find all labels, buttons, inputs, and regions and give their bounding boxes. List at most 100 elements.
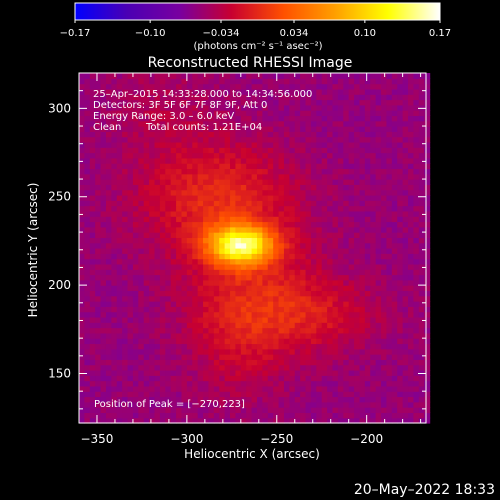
- heatmap-cell: [111, 417, 118, 424]
- heatmap-cell: [283, 226, 290, 233]
- heatmap-cell: [256, 359, 263, 366]
- heatmap-cell: [170, 157, 177, 164]
- heatmap-cell: [132, 184, 139, 191]
- heatmap-cell: [402, 210, 409, 217]
- heatmap-cell: [321, 131, 328, 138]
- heatmap-cell: [375, 205, 382, 212]
- heatmap-cell: [321, 290, 328, 297]
- heatmap-cell: [246, 279, 253, 286]
- heatmap-cell: [273, 232, 280, 238]
- heatmap-cell: [375, 232, 382, 238]
- heatmap-cell: [354, 179, 361, 185]
- heatmap-cell: [127, 396, 134, 403]
- heatmap-cell: [149, 295, 156, 302]
- heatmap-cell: [224, 136, 231, 143]
- heatmap-cell: [89, 322, 96, 329]
- heatmap-cell: [337, 364, 344, 371]
- heatmap-cell: [203, 94, 210, 101]
- heatmap-cell: [84, 332, 91, 339]
- heatmap-cell: [256, 126, 263, 132]
- heatmap-cell: [278, 189, 285, 196]
- heatmap-cell: [138, 152, 145, 159]
- heatmap-cell: [359, 380, 366, 387]
- heatmap-cell: [300, 369, 307, 376]
- heatmap-cell: [408, 401, 415, 408]
- heatmap-cell: [386, 279, 393, 286]
- heatmap-cell: [256, 179, 263, 185]
- heatmap-cell: [251, 205, 258, 212]
- heatmap-cell: [381, 216, 388, 223]
- heatmap-cell: [203, 194, 210, 201]
- heatmap-cell: [127, 237, 134, 244]
- heatmap-cell: [262, 141, 269, 148]
- heatmap-cell: [219, 221, 226, 228]
- heatmap-cell: [337, 258, 344, 265]
- heatmap-cell: [251, 226, 258, 233]
- heatmap-cell: [267, 168, 274, 175]
- heatmap-cell: [213, 221, 220, 228]
- heatmap-cell: [413, 184, 420, 191]
- heatmap-cell: [84, 232, 91, 238]
- heatmap-cell: [402, 147, 409, 154]
- heatmap-cell: [397, 338, 404, 345]
- heatmap-cell: [132, 200, 139, 207]
- heatmap-cell: [89, 306, 96, 313]
- heatmap-cell: [192, 104, 199, 111]
- heatmap-cell: [256, 306, 263, 313]
- heatmap-cell: [273, 290, 280, 297]
- heatmap-cell: [219, 306, 226, 313]
- heatmap-cell: [354, 163, 361, 170]
- heatmap-cell: [246, 237, 253, 244]
- heatmap-cell: [186, 301, 193, 307]
- heatmap-cell: [127, 226, 134, 233]
- heatmap-cell: [181, 163, 188, 170]
- heatmap-cell: [391, 327, 398, 334]
- heatmap-cell: [262, 295, 269, 302]
- heatmap-cell: [240, 258, 247, 265]
- heatmap-cell: [267, 115, 274, 122]
- heatmap-cell: [413, 269, 420, 276]
- heatmap-cell: [143, 285, 150, 292]
- heatmap-cell: [138, 110, 145, 117]
- heatmap-cell: [186, 391, 193, 398]
- heatmap-cell: [321, 306, 328, 313]
- heatmap-cell: [413, 369, 420, 376]
- heatmap-cell: [375, 301, 382, 307]
- heatmap-cell: [300, 322, 307, 329]
- heatmap-cell: [176, 285, 183, 292]
- heatmap-cell: [138, 99, 145, 106]
- heatmap-cell: [283, 258, 290, 265]
- heatmap-cell: [354, 354, 361, 360]
- heatmap-cell: [251, 104, 258, 111]
- heatmap-cell: [337, 136, 344, 143]
- heatmap-cell: [370, 391, 377, 398]
- heatmap-cell: [305, 83, 312, 90]
- heatmap-cell: [149, 306, 156, 313]
- heatmap-cell: [321, 136, 328, 143]
- heatmap-cell: [251, 232, 258, 238]
- heatmap-cell: [310, 396, 317, 403]
- heatmap-cell: [230, 194, 237, 201]
- heatmap-cell: [375, 226, 382, 233]
- heatmap-cell: [213, 316, 220, 323]
- heatmap-cell: [348, 258, 355, 265]
- heatmap-cell: [192, 157, 199, 164]
- heatmap-cell: [149, 205, 156, 212]
- heatmap-cell: [105, 322, 112, 329]
- heatmap-cell: [273, 359, 280, 366]
- heatmap-cell: [310, 306, 317, 313]
- heatmap-cell: [375, 269, 382, 276]
- heatmap-cell: [208, 99, 215, 106]
- heatmap-cell: [402, 194, 409, 201]
- heatmap-cell: [132, 401, 139, 408]
- heatmap-cell: [159, 73, 166, 79]
- heatmap-cell: [111, 343, 118, 350]
- heatmap-cell: [305, 274, 312, 281]
- heatmap-cell: [337, 237, 344, 244]
- heatmap-cell: [348, 412, 355, 419]
- heatmap-cell: [305, 391, 312, 398]
- heatmap-cell: [176, 147, 183, 154]
- heatmap-cell: [219, 385, 226, 392]
- heatmap-cell: [208, 104, 215, 111]
- heatmap-cell: [305, 110, 312, 117]
